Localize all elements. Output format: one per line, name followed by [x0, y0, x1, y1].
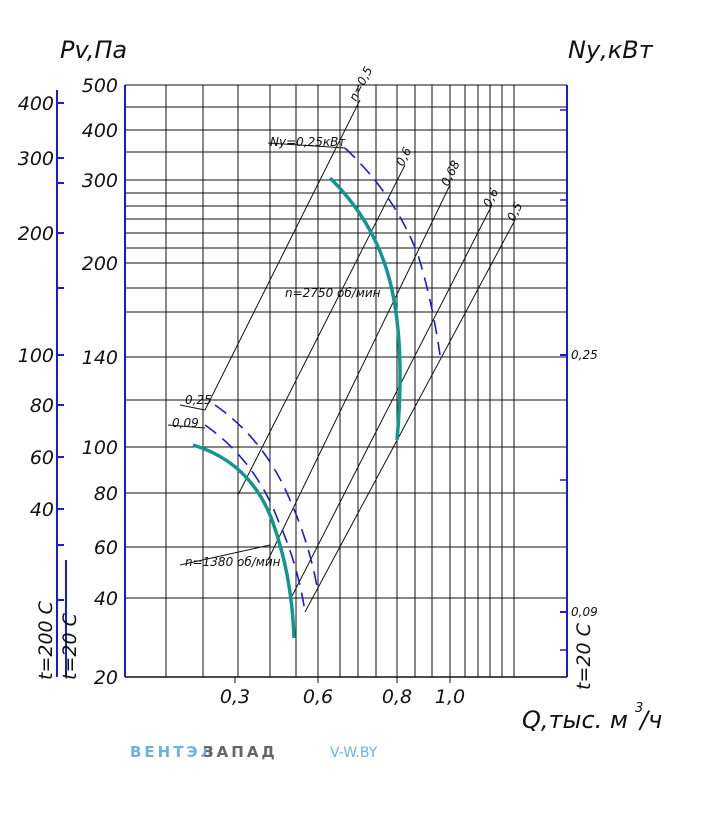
efficiency-rays — [167, 99, 516, 613]
y-tick-label: 400 — [18, 93, 54, 115]
x-title-sup: 3 — [635, 701, 643, 716]
y-tick-label: 300 — [82, 170, 118, 192]
power-curves — [204, 147, 441, 613]
temp-inner: t=20 C — [59, 612, 81, 680]
x-tick-label: 1,0 — [435, 686, 465, 708]
ray — [237, 164, 406, 496]
ray — [304, 219, 516, 613]
x-tick-label: 0,3 — [220, 686, 250, 708]
grid — [125, 84, 567, 677]
leader — [167, 142, 346, 566]
y-tick-label: 40 — [30, 499, 54, 521]
y-tick-label: 100 — [82, 437, 118, 459]
y-tick-label: 40 — [94, 588, 118, 610]
x-tick-label: 0,8 — [382, 686, 412, 708]
ticks: 500 400 300 200 140 100 80 60 40 20 400 300 200 100 80… — [18, 75, 598, 708]
y-tick-label: 140 — [82, 347, 118, 369]
y-tick-label: 100 — [18, 345, 54, 367]
y2-tick-label: 0,25 — [571, 348, 598, 362]
y-left-title: Pv,Па — [60, 36, 127, 64]
y-tick-label: 400 — [82, 120, 118, 142]
pressure-curve — [328, 176, 402, 441]
x-tick-label: 0,6 — [303, 686, 333, 708]
efficiency-label: n=0,5 — [346, 64, 375, 103]
pressure-curve — [192, 443, 296, 639]
y-right-title: Nу,кВт — [568, 36, 654, 64]
y-tick-label: 80 — [30, 395, 54, 417]
power-label: Nу=0,25кВт — [270, 135, 346, 149]
power-label: 0,25 — [185, 393, 212, 407]
y-tick-label: 60 — [94, 537, 118, 559]
x-title: Q,тыс. м — [522, 706, 628, 734]
y2-tick-label: 0,09 — [571, 605, 598, 619]
ray — [204, 99, 361, 411]
ray — [289, 204, 493, 601]
y-tick-label: 200 — [82, 253, 118, 275]
efficiency-label: 0,68 — [438, 158, 463, 188]
ray — [267, 184, 451, 561]
power-curve — [344, 147, 441, 356]
efficiency-label: 0,6 — [393, 145, 414, 169]
y-tick-label: 20 — [94, 667, 118, 689]
temp-outer: t=200 C — [35, 600, 57, 680]
y-tick-label: 500 — [82, 75, 118, 97]
speed-label: n=1380 об/мин — [185, 555, 281, 569]
brand: ЗАПАД — [203, 743, 278, 761]
pressure-curves — [192, 176, 402, 639]
power-curve — [214, 404, 319, 593]
x-title-unit: /ч — [638, 706, 662, 734]
power-curve — [204, 424, 306, 613]
y-tick-label: 300 — [18, 148, 54, 170]
power-label: 0,09 — [172, 416, 199, 430]
y-tick-label: 200 — [18, 223, 54, 245]
efficiency-label: 0,5 — [504, 200, 525, 223]
temp-right: t=20 C — [573, 622, 595, 690]
y-tick-label: 80 — [94, 483, 118, 505]
efficiency-labels: n=0,50,60,680,60,5 — [346, 64, 525, 223]
brand: ВЕНТЭЛ — [130, 743, 216, 761]
speed-label: n=2750 об/мин — [285, 286, 381, 300]
site: V-W.BY — [330, 745, 378, 761]
y-tick-label: 60 — [30, 447, 54, 469]
